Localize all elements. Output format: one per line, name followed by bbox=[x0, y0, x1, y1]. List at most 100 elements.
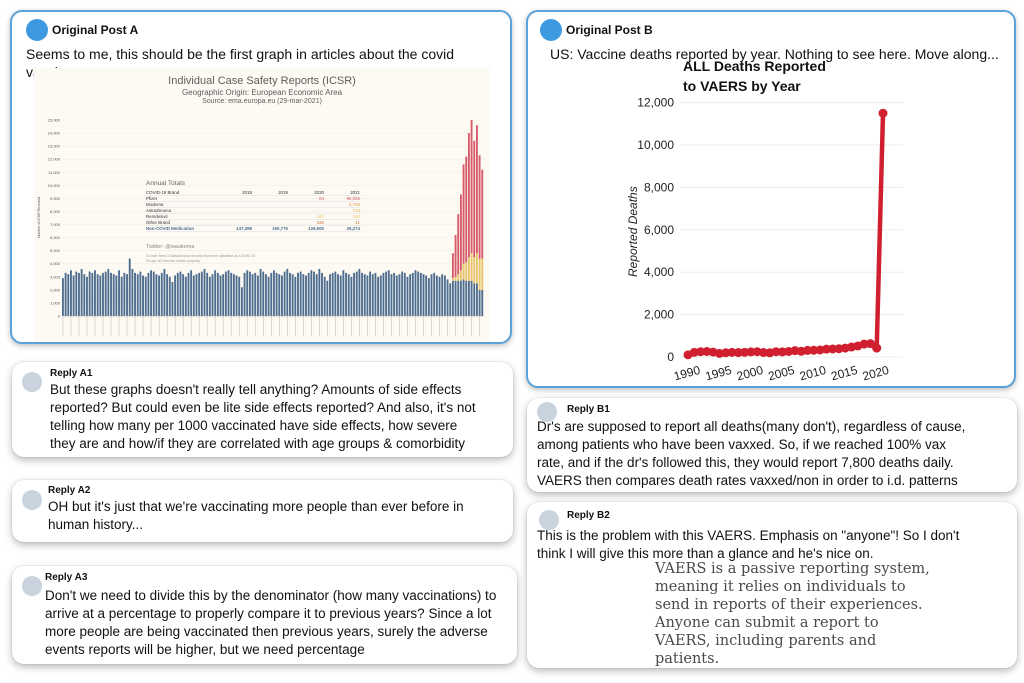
icsr-bar bbox=[152, 271, 155, 316]
icsr-footnote-line: 26-apr: AZ records shown properly bbox=[146, 259, 200, 263]
icsr-bar bbox=[120, 276, 123, 316]
icsr-bar bbox=[206, 272, 209, 316]
icsr-bar bbox=[230, 272, 233, 316]
icsr-bar bbox=[163, 268, 166, 316]
icsr-bar bbox=[353, 272, 355, 316]
icsr-bar bbox=[208, 276, 211, 316]
annual-cell: 240 bbox=[316, 214, 324, 219]
icsr-y-tick-label: 8,000 bbox=[50, 209, 61, 214]
icsr-bar bbox=[254, 272, 257, 316]
icsr-bar-segment bbox=[481, 289, 484, 316]
icsr-y-tick-label: 14,000 bbox=[48, 131, 61, 136]
reply-a1-author: Reply A1 bbox=[50, 368, 93, 379]
icsr-bar-segment bbox=[459, 280, 462, 316]
icsr-bar bbox=[227, 270, 230, 316]
reply-a1-line: they are and how/if they are correlated … bbox=[50, 436, 465, 451]
vaers-x-tick-label: 2020 bbox=[861, 363, 891, 384]
icsr-bar bbox=[168, 276, 171, 316]
icsr-chart-subtitle: Geographic Origin: European Economic Are… bbox=[181, 88, 343, 97]
icsr-bar bbox=[294, 276, 297, 316]
icsr-bar bbox=[350, 276, 353, 316]
icsr-bar-segment bbox=[454, 234, 457, 277]
icsr-bar-segment bbox=[475, 283, 478, 316]
annual-cell bbox=[216, 202, 252, 207]
annual-cell bbox=[252, 196, 288, 201]
annual-cell bbox=[216, 208, 252, 213]
icsr-bar bbox=[158, 275, 161, 316]
icsr-bar-segment bbox=[462, 279, 465, 316]
icsr-bar bbox=[382, 272, 385, 316]
reply-a1-line: reported? But could even be lite side ef… bbox=[50, 400, 476, 415]
annual-cell bbox=[288, 202, 324, 207]
icsr-bar bbox=[425, 275, 428, 316]
icsr-bar bbox=[88, 271, 91, 316]
vaers-y-tick-label: 12,000 bbox=[637, 96, 674, 110]
icsr-bar bbox=[273, 270, 275, 316]
icsr-bar bbox=[203, 268, 206, 316]
icsr-bar-segment bbox=[465, 280, 468, 316]
vaers-data-point bbox=[828, 344, 838, 354]
annual-row-other: Other Brand 335 41 bbox=[146, 220, 361, 226]
icsr-bar bbox=[419, 272, 422, 316]
icsr-bar bbox=[371, 274, 374, 316]
annual-row-remdesivir: Remdesivir 240 163 bbox=[146, 214, 361, 220]
annual-cell: 335 bbox=[316, 220, 324, 225]
icsr-bar bbox=[192, 275, 195, 316]
icsr-bar bbox=[115, 275, 118, 316]
icsr-bar bbox=[195, 274, 198, 316]
icsr-bar bbox=[289, 272, 291, 316]
icsr-bar bbox=[86, 276, 88, 316]
icsr-bar bbox=[179, 271, 182, 316]
vaers-y-tick-label: 2,000 bbox=[644, 308, 674, 322]
icsr-bar bbox=[99, 275, 102, 316]
icsr-chart-title: Individual Case Safety Reports (ICSR) bbox=[168, 75, 356, 87]
icsr-bar bbox=[243, 272, 246, 316]
reply-a1-avatar bbox=[22, 372, 42, 392]
reply-a3-card: Reply A3 Don't we need to divide this by… bbox=[12, 566, 517, 664]
vaers-y-tick-label: 8,000 bbox=[644, 180, 674, 194]
icsr-bar bbox=[182, 274, 185, 316]
reply-a3-avatar bbox=[22, 576, 42, 596]
icsr-bar bbox=[267, 276, 270, 316]
reply-b1-card: Reply B1 Dr's are supposed to report all… bbox=[527, 398, 1017, 492]
vaers-y-tick-label: 0 bbox=[667, 350, 674, 364]
post-a-card: Original Post A Seems to me, this should… bbox=[10, 10, 512, 344]
vaers-y-axis-label: Reported Deaths bbox=[626, 186, 640, 277]
icsr-bar bbox=[347, 274, 350, 316]
icsr-bar bbox=[337, 274, 339, 316]
icsr-bar bbox=[232, 274, 235, 316]
icsr-bar bbox=[184, 276, 187, 316]
annual-cell: Remdesivir bbox=[146, 214, 168, 219]
vaers-data-point bbox=[727, 347, 737, 357]
icsr-bar bbox=[345, 272, 347, 316]
reply-b2-line: think I will give this more than a glanc… bbox=[537, 546, 874, 561]
annual-cell bbox=[252, 214, 288, 219]
vaers-plot: 0 2,000 4,000 6,000 8,000 10,000 12,000 Reporte… bbox=[626, 96, 903, 384]
icsr-bar bbox=[139, 271, 142, 316]
icsr-bar bbox=[297, 272, 299, 316]
icsr-bar bbox=[123, 272, 126, 316]
icsr-bar bbox=[446, 279, 449, 316]
icsr-bar bbox=[222, 274, 225, 316]
annual-cell bbox=[216, 214, 252, 219]
annual-cell: Pfizer bbox=[146, 196, 158, 201]
reply-a3-line: arrive at a percentage to properly compa… bbox=[45, 606, 492, 621]
icsr-bar bbox=[136, 274, 139, 316]
icsr-bar bbox=[315, 274, 318, 316]
vaers-data-point bbox=[865, 339, 875, 349]
icsr-bar bbox=[387, 270, 390, 316]
icsr-bar bbox=[102, 272, 104, 316]
icsr-y-tick-label: 0 bbox=[58, 314, 61, 319]
icsr-bar bbox=[174, 275, 177, 316]
reply-a2-line: OH but it's just that we're vaccinating … bbox=[48, 499, 464, 514]
icsr-bar bbox=[270, 272, 273, 316]
icsr-bar bbox=[96, 274, 99, 316]
icsr-bar-segment bbox=[475, 253, 478, 284]
icsr-y-tick-label: 9,000 bbox=[50, 196, 61, 201]
icsr-bar bbox=[422, 274, 425, 316]
icsr-bar bbox=[214, 270, 217, 316]
icsr-bar bbox=[190, 270, 193, 316]
annual-cell: Non-COVID Medication bbox=[146, 226, 195, 231]
icsr-bar-segment bbox=[470, 280, 473, 316]
icsr-bar bbox=[398, 274, 401, 316]
